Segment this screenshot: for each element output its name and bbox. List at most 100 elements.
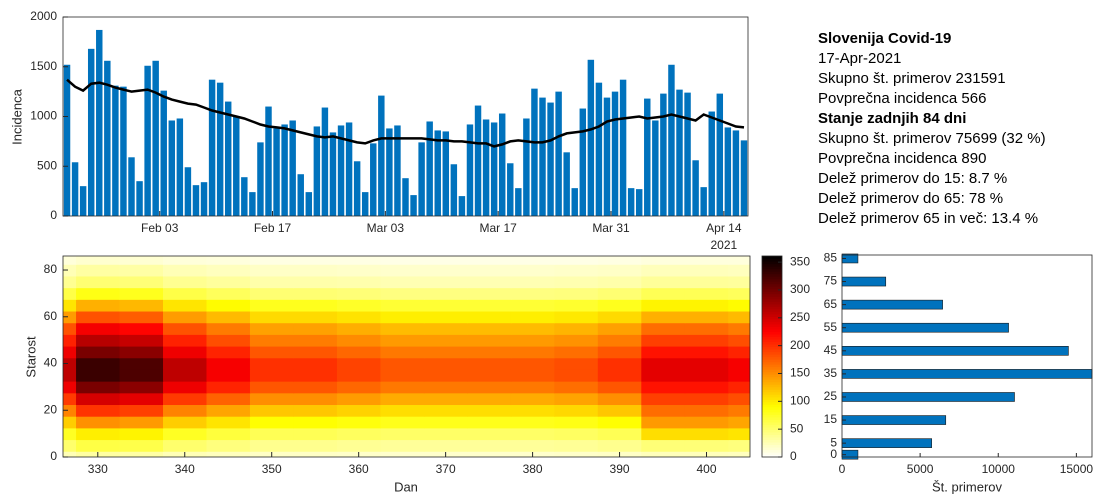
heatmap-cell: [597, 404, 642, 417]
colorbar-strip: [762, 381, 782, 385]
heatmap-cell: [510, 369, 555, 382]
heatmap-cell: [336, 439, 382, 452]
heatmap-cell: [728, 334, 750, 347]
heatmap-cell: [206, 357, 251, 370]
colorbar-strip: [762, 369, 782, 373]
bar: [466, 124, 474, 216]
x-tick-label: Mar 31: [592, 221, 630, 235]
heatmap-cell: [684, 439, 729, 452]
heatmap-cell: [119, 287, 164, 300]
colorbar-tick-label: 200: [790, 338, 810, 352]
colorbar-strip: [762, 336, 782, 340]
heatmap-cell: [380, 381, 425, 394]
y-axis-label: Incidenca: [9, 88, 24, 144]
heatmap-cell: [380, 392, 425, 406]
heatmap-cell: [163, 287, 208, 300]
heatmap-cell: [554, 264, 599, 277]
colorbar-strip: [762, 281, 782, 285]
heatmap-cell: [249, 322, 295, 335]
bar: [87, 48, 95, 217]
y-tick-label: 80: [44, 262, 58, 276]
heatmap-cell: [63, 345, 77, 359]
heatmap-cell: [380, 451, 425, 457]
heatmap-cell: [76, 416, 121, 429]
heatmap-cell: [641, 275, 686, 289]
heatmap-cell: [336, 299, 382, 312]
heatmap-cell: [554, 381, 599, 394]
heatmap-cell: [641, 427, 686, 441]
bar: [321, 107, 329, 216]
bar: [442, 131, 450, 216]
heatmap-cell: [380, 369, 425, 382]
colorbar-strip: [762, 286, 782, 290]
heatmap-cell: [380, 416, 425, 429]
heatmap-cell: [423, 369, 468, 382]
x-tick-label: Feb 03: [141, 221, 179, 235]
colorbar-strip: [762, 364, 782, 368]
heatmap-cell: [728, 392, 750, 406]
bar: [531, 88, 538, 216]
colorbar-tick-label: 100: [790, 393, 810, 407]
bar: [386, 128, 393, 216]
heatmap-cell: [467, 310, 512, 324]
heatmap-cell: [554, 427, 599, 441]
colorbar-strip: [762, 419, 782, 423]
heatmap-cell: [380, 256, 425, 265]
heatmap-cell: [597, 439, 642, 452]
heatmap-cell: [76, 256, 121, 265]
heatmap-cell: [423, 427, 468, 441]
colorbar-strip: [762, 351, 782, 355]
colorbar-strip: [762, 441, 782, 446]
heatmap-cell: [63, 264, 77, 277]
heatmap-cell: [423, 392, 468, 406]
colorbar-strip: [762, 399, 782, 403]
heatmap-cell: [63, 427, 77, 441]
heatmap-cell: [597, 299, 642, 312]
heatmap-cell: [63, 439, 77, 452]
heatmap-cell: [728, 369, 750, 382]
heatmap-cell: [728, 310, 750, 324]
heatmap-cell: [76, 275, 121, 289]
colorbar-strip: [762, 426, 782, 430]
heatmap-cell: [684, 287, 729, 300]
heatmap-cell: [119, 334, 164, 347]
heatmap-cell: [249, 299, 295, 312]
heatmap-cell: [380, 322, 425, 335]
colorbar-strip: [762, 409, 782, 413]
heatmap-cell: [336, 416, 382, 429]
colorbar-strip: [762, 273, 782, 277]
heatmap-cell: [293, 427, 338, 441]
colorbar-strip: [762, 328, 782, 332]
colorbar-strip: [762, 313, 782, 317]
colorbar-strip: [762, 391, 782, 395]
heatmap-cell: [63, 451, 77, 457]
colorbar-strip: [762, 301, 782, 305]
heatmap-cell: [63, 322, 77, 335]
heatmap-cell: [510, 416, 555, 429]
heatmap-cell: [163, 427, 208, 441]
bar: [490, 122, 498, 216]
heatmap-cell: [336, 322, 382, 335]
colorbar-tick-label: 300: [790, 282, 810, 296]
colorbar-strip: [762, 379, 782, 383]
y-tick-label: 45: [824, 343, 838, 357]
heatmap-cell: [554, 392, 599, 406]
x-tick-label: Mar 03: [367, 221, 405, 235]
colorbar-strip: [762, 416, 782, 420]
bar: [450, 164, 458, 216]
bar: [434, 130, 441, 216]
heatmap-cell: [467, 404, 512, 417]
heatmap-cell: [119, 427, 164, 441]
heatmap-cell: [467, 322, 512, 335]
heatmap-cell: [249, 369, 295, 382]
heatmap-cell: [249, 275, 295, 289]
heatmap-cell: [684, 310, 729, 324]
colorbar-strip: [762, 366, 782, 370]
heatmap-cell: [597, 310, 642, 324]
heatmap-cell: [336, 345, 382, 359]
heatmap-cell: [63, 381, 77, 394]
colorbar-strip: [762, 261, 782, 265]
bar: [563, 152, 570, 216]
axes-box: [841, 254, 1093, 458]
heatmap-cell: [641, 357, 686, 370]
